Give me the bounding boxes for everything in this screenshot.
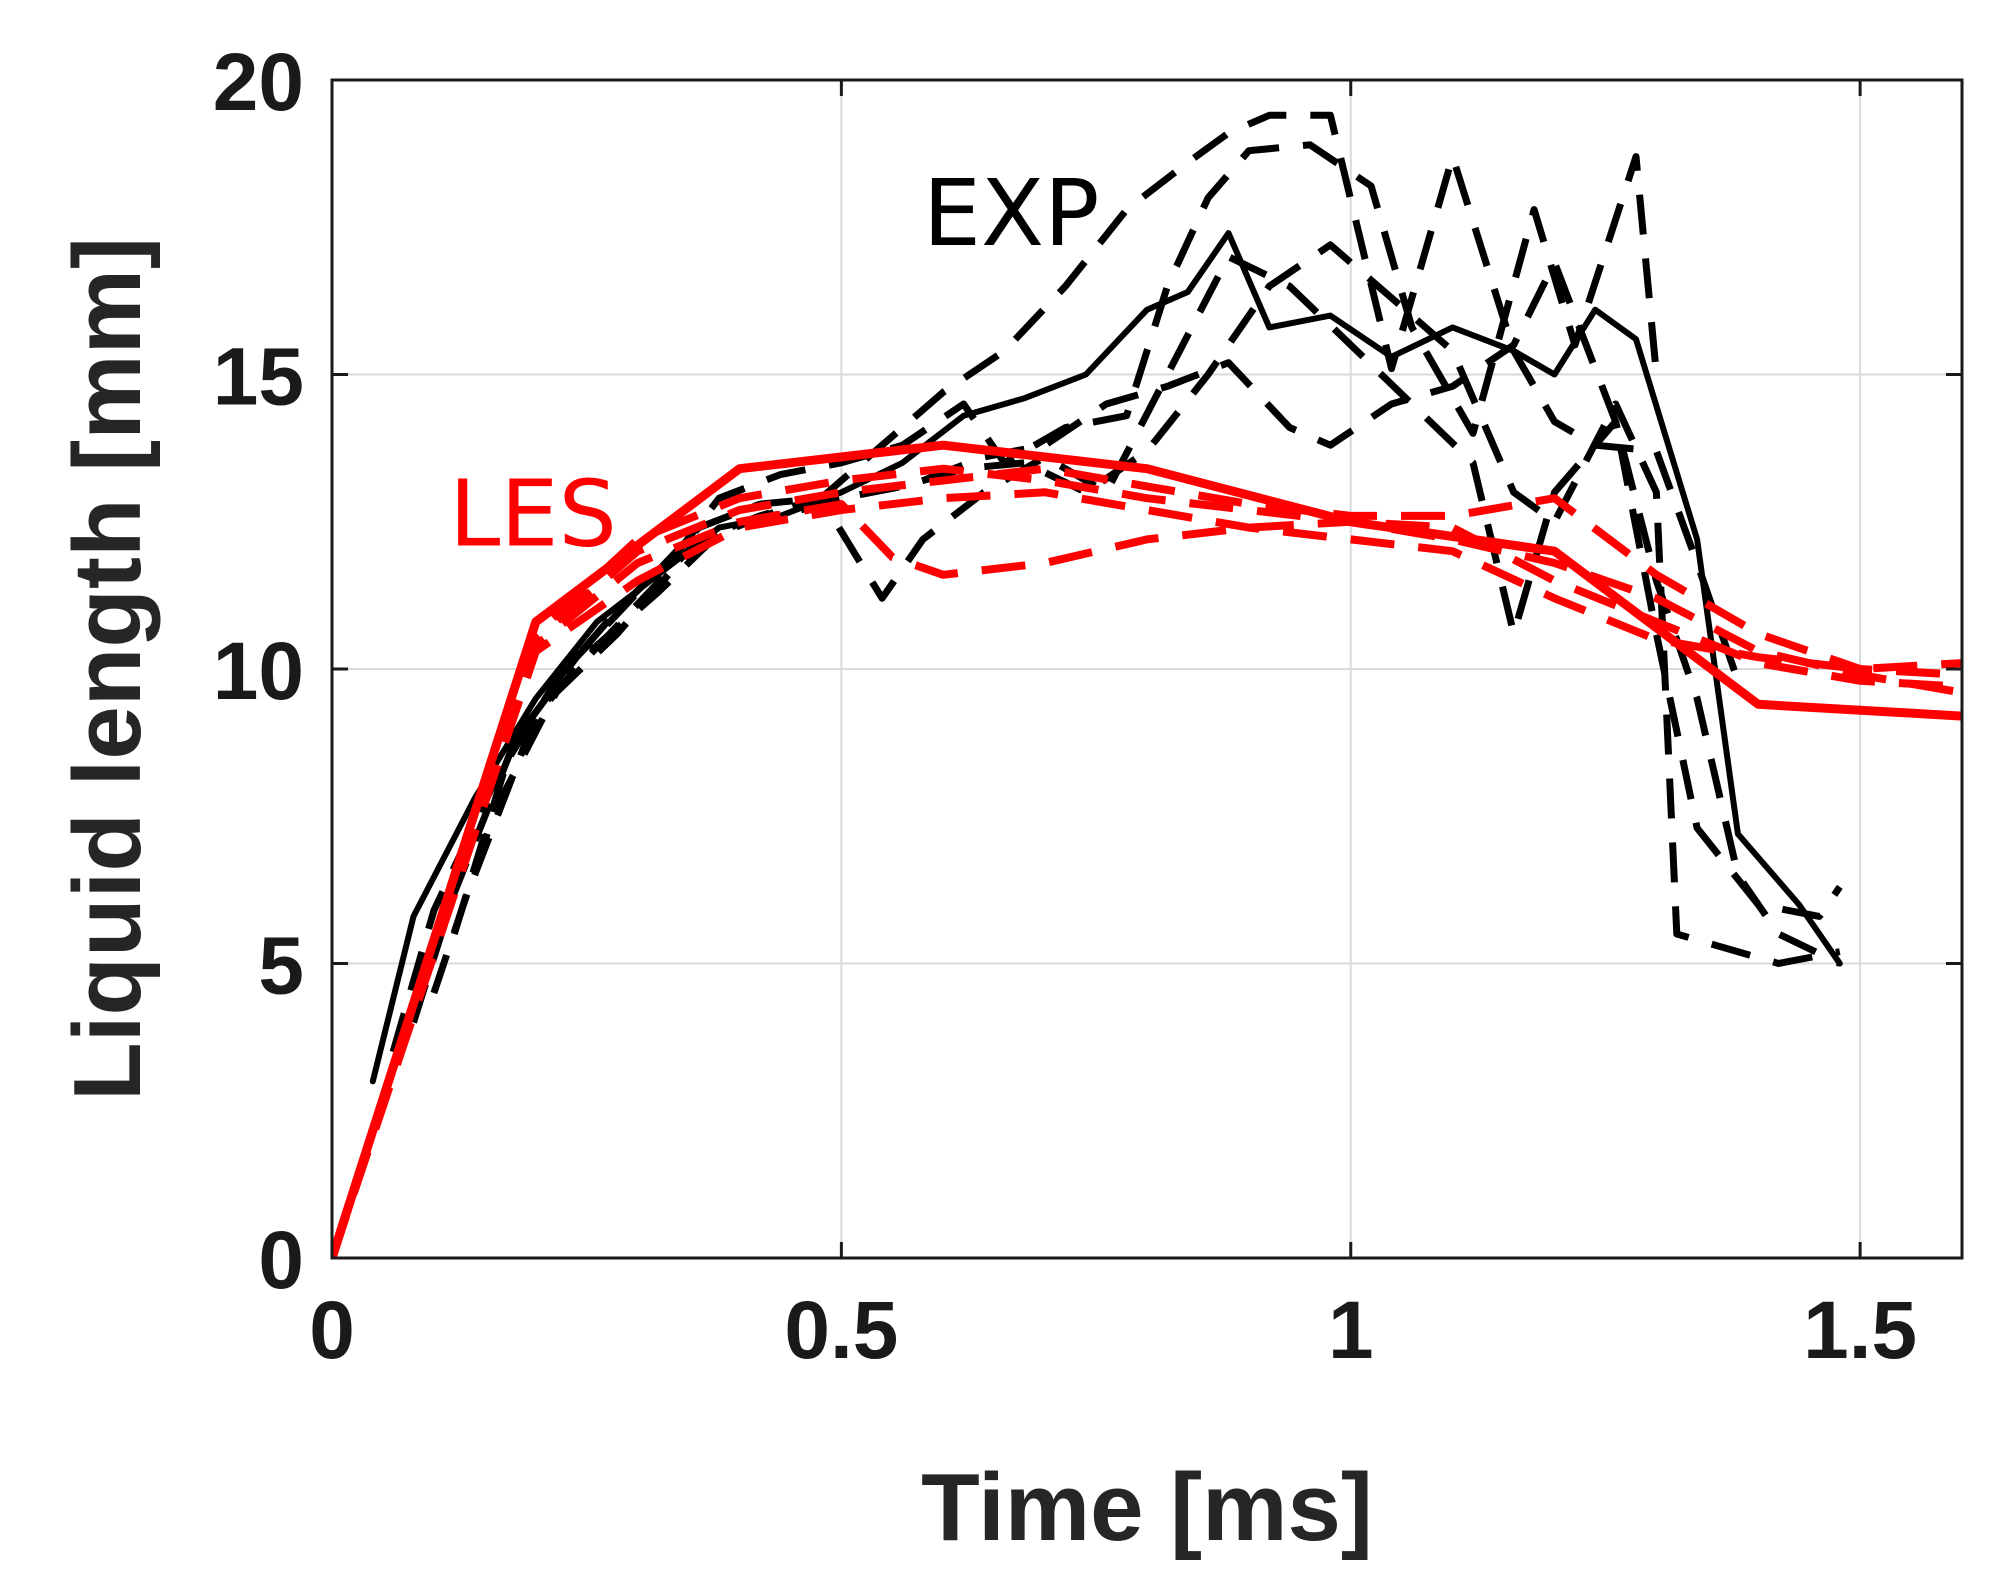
x-tick-label: 1 [1328,1285,1374,1376]
y-tick-label: 15 [213,332,304,423]
les-series-line [332,488,1962,1258]
les-series-line [332,500,1962,1258]
axis-ticks [330,78,1962,1260]
axis-tick-labels: 0 0.5 1 1.5 0 5 10 15 20 [213,37,1917,1376]
x-tick-label: 0 [309,1285,355,1376]
series-group [332,111,1962,1258]
exp-annotation: EXP [923,160,1100,267]
x-tick-label: 1.5 [1803,1285,1917,1376]
exp-series-line [471,241,1841,967]
y-tick-label: 10 [213,626,304,717]
x-axis-title: Time [ms] [921,1454,1373,1561]
exp-series-line [410,111,1742,1024]
les-annotation: LES [449,460,617,567]
les-series-line [332,464,1962,1258]
les-series-line [332,464,1962,1258]
exp-series-line [369,230,1843,1085]
x-tick-label: 0.5 [784,1285,898,1376]
y-axis-title: Liquid length [mm] [54,237,161,1101]
les-series-line [332,440,1962,1258]
y-tick-label: 0 [258,1215,304,1306]
y-tick-label: 20 [213,37,304,128]
y-tick-label: 5 [258,921,304,1012]
